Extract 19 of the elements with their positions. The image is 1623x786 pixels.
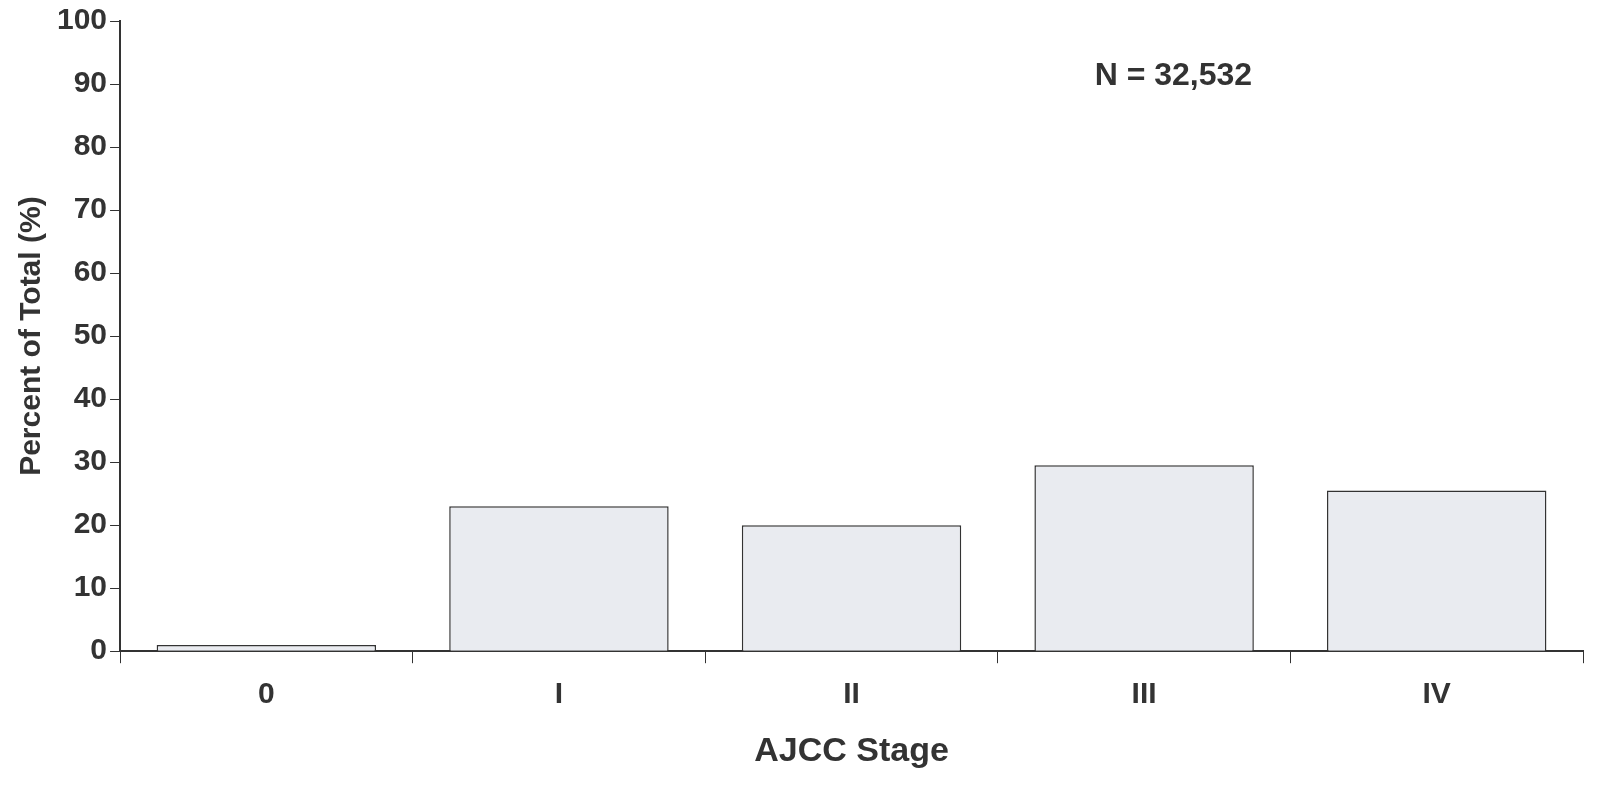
y-tick-label: 20 — [73, 506, 108, 540]
y-tick-label: 100 — [56, 2, 108, 36]
x-tick-label: III — [1131, 676, 1157, 710]
y-tick-label: 10 — [73, 569, 108, 603]
y-tick-label: 40 — [73, 380, 108, 414]
x-tick-label: II — [843, 676, 860, 710]
y-tick-label: 90 — [73, 65, 108, 99]
x-axis-title: AJCC Stage — [754, 729, 949, 768]
y-tick-label: 70 — [73, 191, 108, 225]
x-tick-label: 0 — [258, 676, 275, 710]
y-axis-title: Percent of Total (%) — [13, 196, 47, 476]
x-tick-label: IV — [1422, 676, 1451, 710]
y-tick-label: 60 — [73, 254, 108, 288]
x-tick-label: I — [554, 676, 564, 710]
annotation: N = 32,532 — [1094, 55, 1253, 92]
y-tick-label: 0 — [90, 632, 108, 666]
y-tick-label: 80 — [73, 128, 108, 162]
y-tick-label: 50 — [73, 317, 108, 351]
y-tick-label: 30 — [73, 443, 108, 477]
